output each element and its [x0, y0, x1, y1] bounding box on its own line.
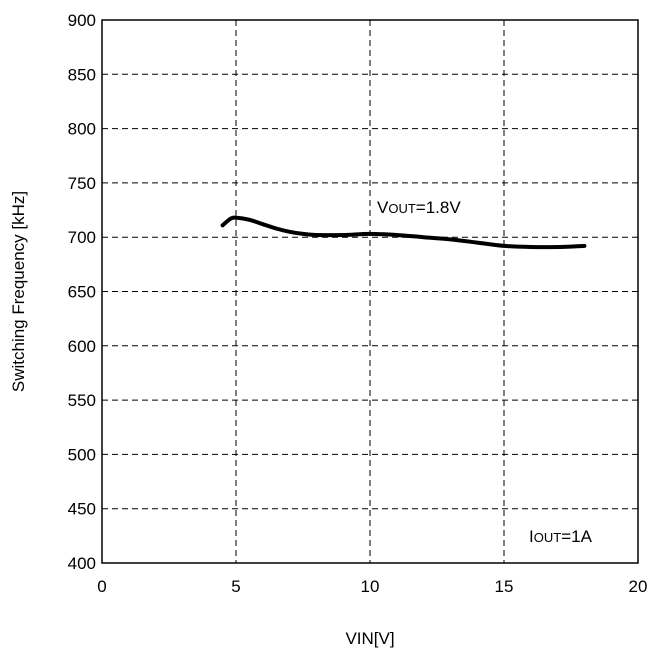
y-tick-label: 800: [68, 120, 96, 139]
annotation-vout-rest: =1.8V: [416, 198, 462, 217]
x-tick-label: 20: [629, 577, 648, 596]
annotation-iout-sub: OUT: [534, 530, 562, 545]
annotation-iout: IOUT=1A: [529, 527, 593, 546]
annotation-vout-sub: OUT: [388, 201, 416, 216]
series-line-0: [220, 215, 587, 250]
annotation-vout: VOUT=1.8V: [377, 198, 461, 217]
annotation-vout-main: V: [377, 198, 389, 217]
x-tick-label: 15: [495, 577, 514, 596]
y-tick-label: 600: [68, 337, 96, 356]
y-tick-label: 400: [68, 554, 96, 573]
y-tick-label: 850: [68, 65, 96, 84]
grid-lines: [102, 20, 638, 563]
x-axis-title: VIN[V]: [345, 629, 394, 648]
y-tick-label: 700: [68, 228, 96, 247]
x-tick-label: 5: [231, 577, 240, 596]
y-tick-label: 650: [68, 283, 96, 302]
x-tick-label: 10: [361, 577, 380, 596]
x-tick-label: 0: [97, 577, 106, 596]
y-axis-title: Switching Frequency [kHz]: [9, 191, 28, 392]
y-tick-label: 450: [68, 500, 96, 519]
y-tick-label: 550: [68, 391, 96, 410]
annotation-iout-main: I: [529, 527, 534, 546]
annotation-iout-rest: =1A: [561, 527, 592, 546]
plot-area-frame: [101, 19, 639, 564]
series-layer: [220, 215, 587, 250]
y-tick-label: 750: [68, 174, 96, 193]
y-tick-label: 900: [68, 11, 96, 30]
tick-labels: 400 450 500 550 600 650 700 750 800 850 900 0 5 10 15 2…: [68, 11, 648, 596]
y-tick-label: 500: [68, 445, 96, 464]
